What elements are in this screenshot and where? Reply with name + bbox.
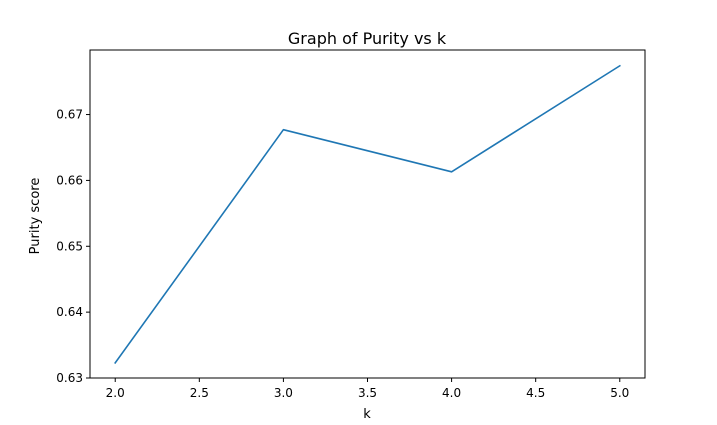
x-tick-label: 3.5 [358,386,377,400]
x-tick-label: 5.0 [610,386,629,400]
y-tick-label: 0.67 [56,108,83,122]
x-tick-label: 2.5 [190,386,209,400]
y-axis-label: Purity score [28,178,43,255]
y-tick-label: 0.66 [56,173,83,187]
x-tick-label: 4.0 [442,386,461,400]
x-tick-label: 2.0 [106,386,125,400]
axes-frame [89,49,646,379]
x-axis-label: k [363,407,371,422]
series-line [114,64,621,365]
x-tick-label: 3.0 [274,386,293,400]
plot-area: 2.0 2.5 3.0 3.5 4.0 4.5 5.0 0.63 0.64 0.65 0.66 0.6… [56,49,646,400]
y-tick-label: 0.63 [56,371,83,385]
chart-title: Graph of Purity vs k [288,29,447,48]
y-tick-label: 0.64 [56,305,83,319]
x-tick-label: 4.5 [526,386,545,400]
y-tick-label: 0.65 [56,239,83,253]
